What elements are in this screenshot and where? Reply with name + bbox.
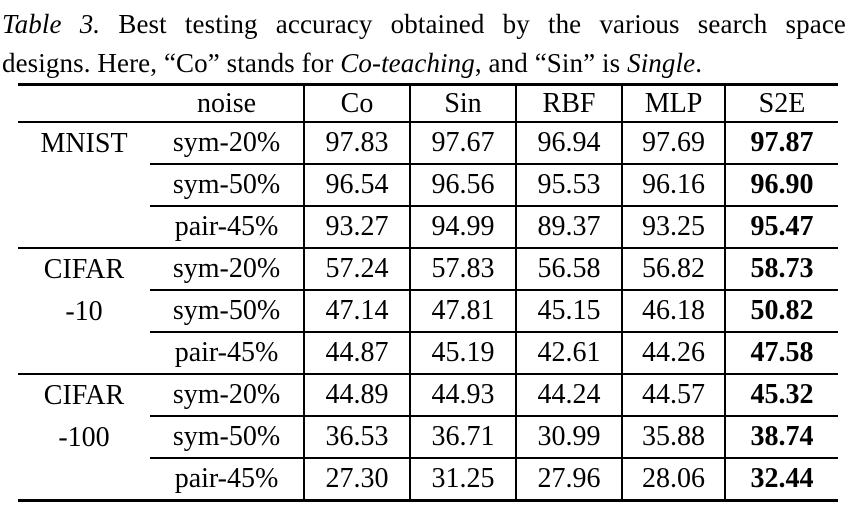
value-cell-co: 44.89 [303,373,410,416]
table-row: pair-45% 27.30 31.25 27.96 28.06 32.44 [18,457,838,501]
header-method-mlp: MLP [621,84,725,123]
value-cell-sin: 96.56 [409,163,516,206]
dataset-label-mnist: MNIST [18,121,150,248]
value-cell-mlp: 46.18 [621,289,725,332]
value-cell-mlp: 44.57 [621,373,725,416]
noise-cell: sym-50% [150,163,304,206]
caption-text: . [695,48,703,78]
value-cell-co: 27.30 [303,457,410,501]
header-method-co: Co [303,84,410,123]
noise-cell: pair-45% [150,457,304,501]
noise-cell: sym-20% [150,121,304,164]
noise-cell: pair-45% [150,205,304,248]
dataset-name-line2: -10 [65,296,103,327]
value-cell-co: 96.54 [303,163,410,206]
value-cell-sin: 31.25 [409,457,516,501]
value-cell-rbf: 44.24 [515,373,622,416]
results-table: noise Co Sin RBF MLP S2E MNIST sym-20% 9… [18,83,838,502]
value-cell-mlp: 96.16 [621,163,725,206]
value-cell-co: 44.87 [303,331,410,374]
table-row: pair-45% 44.87 45.19 42.61 44.26 47.58 [18,331,838,374]
value-cell-co: 47.14 [303,289,410,332]
dataset-label-cifar100: CIFAR -100 [18,373,150,501]
value-cell-mlp: 93.25 [621,205,725,248]
table-row: sym-50% 96.54 96.56 95.53 96.16 96.90 [18,163,838,206]
caption-line-2: designs. Here, “Co” stands for Co-teachi… [2,44,846,83]
header-noise: noise [150,84,304,123]
value-cell-rbf: 27.96 [515,457,622,501]
value-cell-sin: 57.83 [409,247,516,290]
caption-text: designs. Here, “Co” stands for [2,48,341,78]
value-cell-rbf: 45.15 [515,289,622,332]
table-row: sym-50% 36.53 36.71 30.99 35.88 38.74 [18,415,838,458]
value-cell-co: 97.83 [303,121,410,164]
table-row: sym-50% 47.14 47.81 45.15 46.18 50.82 [18,289,838,332]
value-cell-s2e: 45.32 [724,373,838,416]
value-cell-rbf: 42.61 [515,331,622,374]
caption-line-1: Table 3. Best testing accuracy obtained … [2,5,846,44]
value-cell-mlp: 35.88 [621,415,725,458]
caption-text: Best testing accuracy obtained by the va… [100,9,846,39]
value-cell-sin: 45.19 [409,331,516,374]
caption-text: , and “Sin” is [474,48,628,78]
value-cell-s2e: 58.73 [724,247,838,290]
table-caption: Table 3. Best testing accuracy obtained … [0,0,848,83]
header-dataset-blank [18,84,150,123]
value-cell-sin: 44.93 [409,373,516,416]
value-cell-sin: 94.99 [409,205,516,248]
noise-cell: sym-20% [150,247,304,290]
value-cell-mlp: 97.69 [621,121,725,164]
header-method-s2e: S2E [724,84,838,123]
noise-cell: sym-50% [150,289,304,332]
caption-table-label: Table 3. [2,9,101,39]
value-cell-co: 57.24 [303,247,410,290]
dataset-name-line2: -100 [58,422,110,453]
value-cell-rbf: 56.58 [515,247,622,290]
table-row: pair-45% 93.27 94.99 89.37 93.25 95.47 [18,205,838,248]
value-cell-s2e: 96.90 [724,163,838,206]
table-row: CIFAR -10 sym-20% 57.24 57.83 56.58 56.8… [18,247,838,374]
value-cell-co: 93.27 [303,205,410,248]
header-method-rbf: RBF [515,84,622,123]
value-cell-sin: 97.67 [409,121,516,164]
value-cell-s2e: 32.44 [724,457,838,501]
value-cell-mlp: 28.06 [621,457,725,501]
value-cell-co: 36.53 [303,415,410,458]
dataset-name: MNIST [40,128,128,159]
header-method-sin: Sin [409,84,516,123]
value-cell-rbf: 95.53 [515,163,622,206]
caption-co-teaching: Co-teaching [340,48,475,78]
value-cell-mlp: 56.82 [621,247,725,290]
noise-cell: pair-45% [150,331,304,374]
value-cell-mlp: 44.26 [621,331,725,374]
value-cell-s2e: 47.58 [724,331,838,374]
table-row: MNIST sym-20% 97.83 97.67 96.94 97.69 97… [18,121,838,248]
dataset-label-cifar10: CIFAR -10 [18,247,150,374]
value-cell-sin: 47.81 [409,289,516,332]
noise-cell: sym-50% [150,415,304,458]
table-row: CIFAR -100 sym-20% 44.89 44.93 44.24 44.… [18,373,838,501]
caption-single: Single [627,48,696,78]
value-cell-rbf: 89.37 [515,205,622,248]
header-row: noise Co Sin RBF MLP S2E [18,84,838,123]
value-cell-rbf: 96.94 [515,121,622,164]
value-cell-sin: 36.71 [409,415,516,458]
dataset-name: CIFAR [43,254,125,285]
value-cell-s2e: 50.82 [724,289,838,332]
dataset-name: CIFAR [43,380,125,411]
value-cell-s2e: 97.87 [724,121,838,164]
value-cell-rbf: 30.99 [515,415,622,458]
noise-cell: sym-20% [150,373,304,416]
value-cell-s2e: 38.74 [724,415,838,458]
value-cell-s2e: 95.47 [724,205,838,248]
